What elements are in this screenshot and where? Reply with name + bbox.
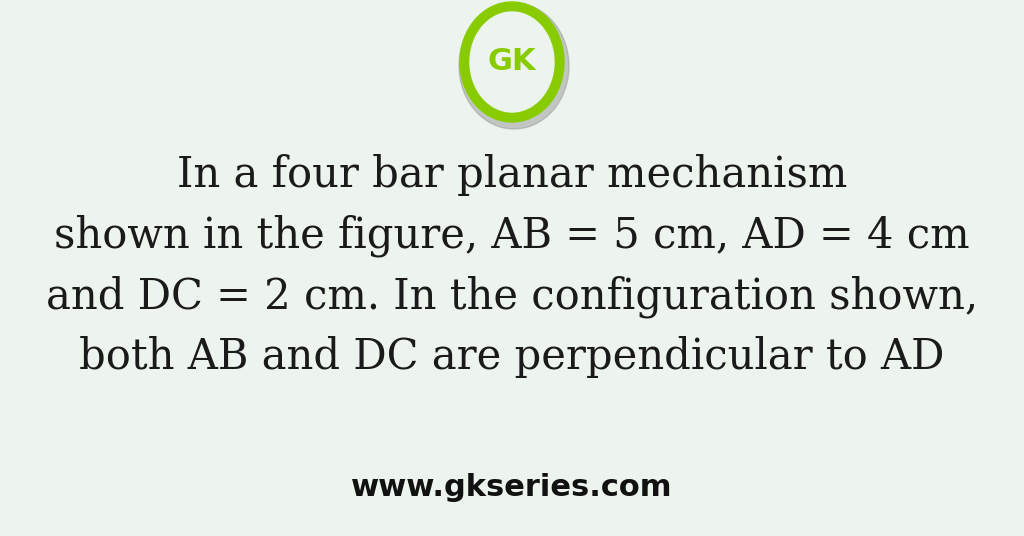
Ellipse shape xyxy=(470,12,554,112)
Text: In a four bar planar mechanism
shown in the figure, AB = 5 cm, AD = 4 cm
and DC : In a four bar planar mechanism shown in … xyxy=(46,154,978,378)
Text: www.gkseries.com: www.gkseries.com xyxy=(351,473,673,503)
Text: GK: GK xyxy=(487,48,537,77)
Ellipse shape xyxy=(460,2,564,122)
Ellipse shape xyxy=(459,3,569,129)
